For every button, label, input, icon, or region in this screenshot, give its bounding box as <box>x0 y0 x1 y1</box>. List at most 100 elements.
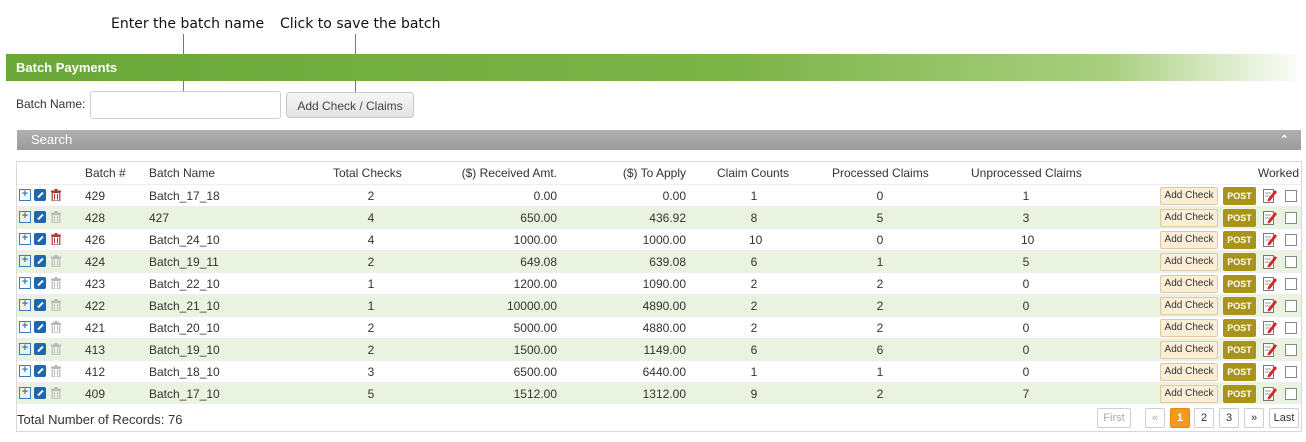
add-check-claims-button[interactable]: Add Check / Claims <box>286 92 414 118</box>
cell-batch-name: Batch_19_11 <box>149 255 219 269</box>
post-button[interactable]: POST <box>1223 187 1256 205</box>
add-check-button[interactable]: Add Check <box>1160 231 1218 249</box>
delete-icon[interactable] <box>50 189 62 201</box>
cell-unprocessed-claims: 0 <box>1022 321 1030 335</box>
edit-icon[interactable] <box>34 211 46 223</box>
add-check-button[interactable]: Add Check <box>1160 341 1218 359</box>
edit-icon[interactable] <box>34 255 46 267</box>
note-edit-icon[interactable] <box>1263 254 1277 269</box>
post-button[interactable]: POST <box>1223 319 1256 337</box>
note-edit-icon[interactable] <box>1263 386 1277 401</box>
page-last-button[interactable]: Last <box>1269 408 1299 428</box>
add-check-button[interactable]: Add Check <box>1160 187 1218 205</box>
worked-checkbox[interactable] <box>1285 278 1297 290</box>
post-button[interactable]: POST <box>1223 297 1256 315</box>
add-check-button[interactable]: Add Check <box>1160 253 1218 271</box>
page-next-button[interactable]: » <box>1244 408 1264 428</box>
note-edit-icon[interactable] <box>1263 210 1277 225</box>
cell-to-apply: 6440.00 <box>642 365 686 379</box>
add-check-button[interactable]: Add Check <box>1160 319 1218 337</box>
collapse-icon[interactable]: ⌃ <box>1279 134 1289 146</box>
post-button[interactable]: POST <box>1223 385 1256 403</box>
note-edit-icon[interactable] <box>1263 364 1277 379</box>
expand-icon[interactable]: + <box>19 255 31 267</box>
col-batch-name[interactable]: Batch Name <box>149 166 216 180</box>
delete-icon[interactable] <box>50 233 62 245</box>
cell-processed-claims: 6 <box>876 343 884 357</box>
edit-icon[interactable] <box>34 387 46 399</box>
add-check-button[interactable]: Add Check <box>1160 385 1218 403</box>
post-button[interactable]: POST <box>1223 253 1256 271</box>
post-button[interactable]: POST <box>1223 275 1256 293</box>
cell-to-apply: 4880.00 <box>642 321 686 335</box>
worked-checkbox[interactable] <box>1285 234 1297 246</box>
col-processed-claims[interactable]: Processed Claims <box>832 166 929 180</box>
add-check-button[interactable]: Add Check <box>1160 363 1218 381</box>
expand-icon[interactable]: + <box>19 233 31 245</box>
search-title: Search <box>31 132 73 147</box>
note-edit-icon[interactable] <box>1263 320 1277 335</box>
col-worked[interactable]: Worked <box>1257 166 1299 180</box>
edit-icon[interactable] <box>34 189 46 201</box>
search-panel-header[interactable]: Search ⌃ <box>17 130 1301 150</box>
expand-icon[interactable]: + <box>19 211 31 223</box>
note-edit-icon[interactable] <box>1263 188 1277 203</box>
expand-icon[interactable]: + <box>19 387 31 399</box>
add-check-button[interactable]: Add Check <box>1160 297 1218 315</box>
expand-icon[interactable]: + <box>19 189 31 201</box>
expand-icon[interactable]: + <box>19 321 31 333</box>
edit-icon[interactable] <box>34 299 46 311</box>
edit-icon[interactable] <box>34 321 46 333</box>
worked-checkbox[interactable] <box>1285 366 1297 378</box>
page-3-button[interactable]: 3 <box>1219 408 1239 428</box>
table-row: +426 Batch_24_10 4 1000.00 1000.00 10 0 10 Add C… <box>17 228 1301 250</box>
batch-name-input[interactable] <box>90 91 281 119</box>
expand-icon[interactable]: + <box>19 299 31 311</box>
worked-checkbox[interactable] <box>1285 388 1297 400</box>
edit-icon[interactable] <box>34 233 46 245</box>
edit-icon[interactable] <box>34 277 46 289</box>
page-prev-button[interactable]: « <box>1145 408 1165 428</box>
table-row: +421 Batch_20_10 2 5000.00 4880.00 2 2 0 Add Che… <box>17 316 1301 338</box>
worked-checkbox[interactable] <box>1285 212 1297 224</box>
note-edit-icon[interactable] <box>1263 276 1277 291</box>
expand-icon[interactable]: + <box>19 343 31 355</box>
expand-icon[interactable]: + <box>19 365 31 377</box>
delete-icon <box>50 321 62 333</box>
col-batch-number[interactable]: Batch # <box>85 166 126 180</box>
delete-icon <box>50 211 62 223</box>
note-edit-icon[interactable] <box>1263 232 1277 247</box>
cell-total-checks: 2 <box>367 255 375 269</box>
add-check-button[interactable]: Add Check <box>1160 209 1218 227</box>
col-claim-counts[interactable]: Claim Counts <box>717 166 790 180</box>
col-total-checks[interactable]: Total Checks <box>333 166 402 180</box>
col-received-amt[interactable]: ($) Received Amt. <box>461 166 557 180</box>
worked-checkbox[interactable] <box>1285 190 1297 202</box>
pagination: First « 1 2 3 » Last <box>1097 408 1299 428</box>
worked-checkbox[interactable] <box>1285 344 1297 356</box>
col-to-apply[interactable]: ($) To Apply <box>622 166 686 180</box>
post-button[interactable]: POST <box>1223 341 1256 359</box>
worked-checkbox[interactable] <box>1285 322 1297 334</box>
add-check-button[interactable]: Add Check <box>1160 275 1218 293</box>
cell-processed-claims: 2 <box>876 277 884 291</box>
cell-total-checks: 1 <box>367 277 375 291</box>
page-1-button[interactable]: 1 <box>1170 408 1190 428</box>
cell-processed-claims: 1 <box>876 365 884 379</box>
table-row: +413 Batch_19_10 2 1500.00 1149.00 6 6 0 Add Che… <box>17 338 1301 360</box>
cell-received-amt: 649.08 <box>520 255 557 269</box>
expand-icon[interactable]: + <box>19 277 31 289</box>
post-button[interactable]: POST <box>1223 231 1256 249</box>
note-edit-icon[interactable] <box>1263 298 1277 313</box>
page-2-button[interactable]: 2 <box>1194 408 1214 428</box>
note-edit-icon[interactable] <box>1263 342 1277 357</box>
edit-icon[interactable] <box>34 365 46 377</box>
callout-save-batch: Click to save the batch <box>280 16 441 32</box>
post-button[interactable]: POST <box>1223 363 1256 381</box>
post-button[interactable]: POST <box>1223 209 1256 227</box>
col-unprocessed-claims[interactable]: Unprocessed Claims <box>971 166 1082 180</box>
worked-checkbox[interactable] <box>1285 256 1297 268</box>
page-first-button[interactable]: First <box>1097 408 1131 428</box>
worked-checkbox[interactable] <box>1285 300 1297 312</box>
edit-icon[interactable] <box>34 343 46 355</box>
